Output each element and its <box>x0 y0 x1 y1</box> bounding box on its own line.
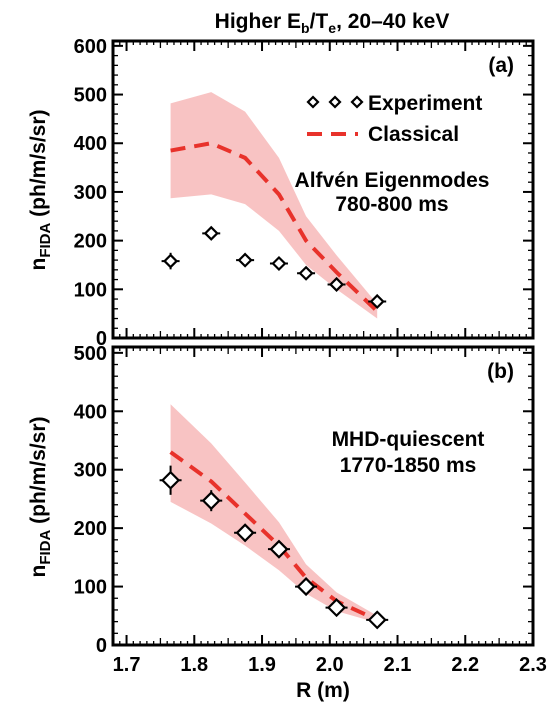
x-tick-label: 2.1 <box>384 654 412 676</box>
y-tick-label: 600 <box>74 36 107 58</box>
experiment-point <box>161 470 181 490</box>
panel-b-ylabel: nFIDA (ph/m/s/sr) <box>27 416 54 577</box>
x-tick-labels: 1.7 1.8 1.9 2.0 2.1 2.2 2.3 <box>113 654 547 676</box>
y-tick-label: 0 <box>96 635 107 657</box>
x-tick-label: 2.2 <box>451 654 479 676</box>
y-tick-label: 100 <box>74 577 107 599</box>
panel-b-frame <box>111 345 535 647</box>
y-tick-label: 0 <box>96 328 107 350</box>
legend-diamond <box>328 95 342 109</box>
panel-b-uncertainty-band <box>170 404 378 623</box>
legend-diamond <box>350 95 364 109</box>
y-tick-label: 500 <box>74 343 107 365</box>
y-tick-label: 200 <box>74 231 107 253</box>
y-tick-label: 500 <box>74 85 107 107</box>
panel-a-marks <box>161 141 387 313</box>
experiment-point <box>203 225 219 241</box>
x-tick-label: 2.0 <box>316 654 344 676</box>
panel-b-annotation-line2: 1770-1850 ms <box>340 454 477 477</box>
legend-classical-label: Classical <box>368 123 459 146</box>
experiment-point <box>163 253 179 269</box>
experiment-point <box>367 610 387 630</box>
y-tick-label: 300 <box>74 182 107 204</box>
panel-a-ylabel: nFIDA (ph/m/s/sr) <box>27 109 54 270</box>
experiment-point <box>298 265 314 281</box>
classical-uncertainty-band <box>170 404 378 623</box>
panel-b: 0 100 200 300 400 500 (b) MHD-quiescent 1770-… <box>27 343 535 657</box>
y-tick-label: 300 <box>74 460 107 482</box>
panel-a-axes: 0 100 200 300 400 500 600 <box>74 36 534 350</box>
experiment-point <box>369 293 385 310</box>
panel-b-annotation-line1: MHD-quiescent <box>332 428 485 451</box>
panel-a: 0 100 200 300 400 500 600 (a) Experiment Class… <box>27 36 535 350</box>
legend-experiment-label: Experiment <box>368 92 482 115</box>
panel-b-tag: (b) <box>487 360 514 383</box>
panel-a-annotation-line1: Alfvén Eigenmodes <box>295 169 490 192</box>
panel-a-tag: (a) <box>488 54 514 77</box>
experiment-point <box>326 598 347 618</box>
legend-experiment-marker <box>306 95 364 109</box>
x-tick-label: 1.8 <box>180 654 208 676</box>
panel-a-annotation-line2: 780-800 ms <box>335 193 448 216</box>
classical-line <box>170 141 379 313</box>
experiment-point <box>235 523 255 543</box>
experiment-point <box>201 491 221 511</box>
experiment-point <box>296 577 316 597</box>
experiment-point <box>269 539 289 559</box>
y-tick-label: 200 <box>74 518 107 540</box>
chart-title: Higher Eb/Te, 20–40 keV <box>215 10 450 36</box>
x-axis-label: R (m) <box>296 679 350 702</box>
x-tick-label: 2.3 <box>519 654 547 676</box>
x-tick-label: 1.9 <box>248 654 276 676</box>
experiment-point <box>271 255 287 272</box>
experiment-point <box>237 252 253 268</box>
panel-b-marks <box>159 450 389 630</box>
y-tick-label: 400 <box>74 401 107 423</box>
panel-b-axes: 0 100 200 300 400 500 <box>74 343 534 657</box>
legend-diamond <box>306 95 320 109</box>
panel-a-legend: Experiment Classical <box>306 92 482 146</box>
x-tick-label: 1.7 <box>113 654 141 676</box>
experiment-point <box>328 276 345 292</box>
y-tick-label: 100 <box>74 279 107 301</box>
panel-a-frame <box>111 39 535 340</box>
y-tick-label: 400 <box>74 133 107 155</box>
